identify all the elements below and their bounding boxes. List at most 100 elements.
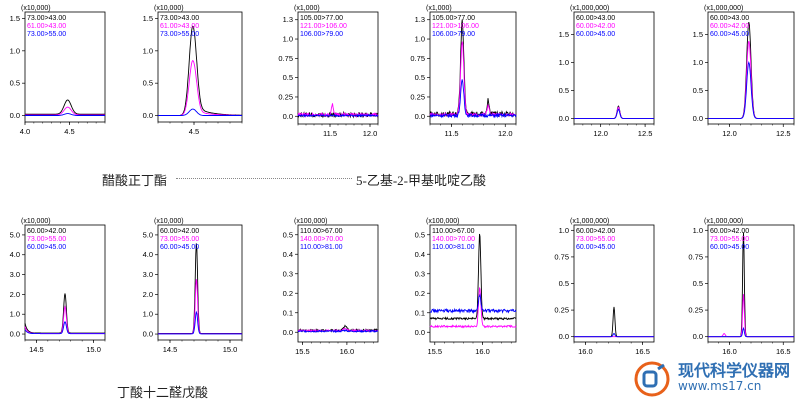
x-tick-label: 16.0 (475, 347, 490, 356)
y-tick-label: 3.0 (10, 270, 20, 279)
trace-blue (158, 108, 242, 116)
x-tick-label: 4.0 (20, 127, 30, 136)
trace-black (24, 293, 105, 334)
y-tick-label: 1.3 (415, 15, 425, 24)
legend-entry: 106.00>79.00 (300, 31, 343, 38)
trace-magenta (429, 41, 517, 118)
y-tick-label: 0.5 (415, 230, 425, 239)
trace-magenta (429, 286, 517, 329)
x-tick-label: 15.0 (223, 345, 238, 354)
axis-multiplier: (x1,000,000) (570, 218, 609, 225)
legend-entry: 60.00>45.00 (576, 244, 615, 251)
y-tick-label: 0.5 (415, 73, 425, 82)
axis-multiplier: (x10,000) (154, 218, 184, 225)
x-tick-label: 14.5 (163, 345, 178, 354)
trace-magenta (24, 305, 105, 334)
legend-entry: 73.00>55.00 (160, 236, 199, 243)
y-tick-label: 0.75 (410, 54, 425, 63)
legend-entry: 73.00>55.00 (576, 236, 615, 243)
trace-blue (708, 60, 794, 119)
y-tick-label: 0.25 (554, 306, 569, 315)
y-tick-label: 1.0 (283, 35, 293, 44)
x-tick-label: 16.5 (776, 347, 791, 356)
y-tick-label: 0.2 (283, 289, 293, 298)
y-tick-label: 0.25 (278, 92, 293, 101)
axis-multiplier: (x100,000) (294, 218, 327, 225)
legend-entry: 60.00>42.00 (710, 23, 749, 30)
legend-entry: 60.00>42.00 (160, 228, 199, 235)
y-tick-label: 4.0 (10, 250, 20, 259)
legend-entry: 121.00>106.00 (432, 23, 479, 30)
y-tick-label: 0.5 (693, 279, 703, 288)
axis-multiplier: (x10,000) (154, 5, 184, 12)
legend-entry: 60.00>42.00 (710, 228, 749, 235)
x-tick-label: 15.0 (86, 345, 101, 354)
plot-frame (24, 224, 106, 341)
trace-black (158, 243, 242, 334)
trace-black (574, 105, 654, 119)
trace-blue (429, 79, 517, 119)
x-tick-label: 16.0 (722, 347, 737, 356)
legend-entry: 73.00>55.00 (160, 31, 199, 38)
axis-multiplier: (x1,000) (426, 5, 452, 12)
legend-entry: 60.00>43.00 (576, 15, 615, 22)
y-tick-label: 0.75 (688, 252, 703, 261)
y-tick-label: 0.25 (410, 92, 425, 101)
y-tick-label: 0.0 (415, 328, 425, 337)
chromatogram-panel-1: (x10,000) 0.0 0.5 1.0 1.5 4.0 4.5 73.00>43.0061… (10, 5, 106, 136)
caption-ethyl-methylpyridine: 5-乙基-2-甲基吡啶乙酸 (356, 173, 486, 188)
trace-magenta (158, 279, 242, 335)
legend-entry: 60.00>45.00 (27, 244, 66, 251)
y-tick-label: 1.0 (559, 58, 569, 67)
y-tick-label: 0.0 (283, 112, 293, 121)
legend-entry: 60.00>42.00 (576, 23, 615, 30)
y-tick-label: 1.0 (693, 58, 703, 67)
chromatogram-panel-8: (x10,000) 0.0 1.0 2.0 3.0 4.0 5.0 14.5 15.0 60.00… (143, 218, 243, 354)
y-tick-label: 5.0 (10, 230, 20, 239)
legend-entry: 121.00>106.00 (300, 23, 347, 30)
x-tick-label: 11.5 (323, 129, 337, 138)
y-tick-label: 1.3 (283, 15, 293, 24)
y-tick-label: 1.5 (143, 14, 153, 23)
y-tick-label: 0.0 (693, 332, 703, 341)
axis-multiplier: (x100,000) (426, 218, 459, 225)
legend-entry: 140.00>70.00 (300, 236, 343, 243)
chromatogram-panel-11: (x1,000,000) 0.0 0.25 0.5 0.75 1.0 16.0 16.5 60.… (554, 218, 655, 356)
y-tick-label: 1.5 (693, 30, 703, 39)
caption-butyl-acetate: 醋酸正丁酯 (102, 173, 168, 188)
y-tick-label: 0.0 (143, 330, 153, 339)
legend-entry: 73.00>55.00 (27, 31, 66, 38)
trace-blue (158, 310, 242, 335)
y-tick-label: 0.2 (415, 289, 425, 298)
chromatogram-panel-10: (x100,000) 0.0 0.1 0.2 0.3 0.4 0.5 15.5 16.0 110.… (415, 218, 517, 356)
trace-blue (429, 293, 517, 315)
legend-entry: 106.00>79.00 (432, 31, 475, 38)
y-tick-label: 1.0 (143, 46, 153, 55)
legend-entry: 140.00>70.00 (432, 236, 475, 243)
chromatogram-panel-4: (x1,000) 0.0 0.25 0.5 0.75 1.0 1.3 11.5 12.0 105.… (410, 5, 517, 138)
chromatogram-panel-3: (x1,000) 0.0 0.25 0.5 0.75 1.0 1.3 11.5 12.0 105.… (278, 5, 379, 138)
y-tick-label: 1.0 (559, 226, 569, 235)
trace-blue (708, 326, 794, 338)
caption-butyric-dodecanal: 丁酸十二醛戊酸 (117, 385, 209, 400)
legend-entry: 60.00>45.00 (160, 244, 199, 251)
chromatogram-panel-12: (x1,000,000) 0.0 0.25 0.5 0.75 1.0 16.0 16.5 60.… (688, 218, 795, 356)
x-tick-label: 11.5 (444, 129, 458, 138)
x-tick-label: 16.5 (635, 347, 650, 356)
y-tick-label: 0.0 (10, 111, 20, 120)
x-tick-label: 12.0 (363, 129, 378, 138)
axis-multiplier: (x1,000,000) (704, 5, 743, 12)
y-tick-label: 0.0 (283, 328, 293, 337)
watermark-url: www.ms17.cn (678, 379, 762, 393)
y-tick-label: 0.3 (283, 269, 293, 278)
plot-frame (24, 11, 106, 123)
legend-entry: 105.00>77.00 (432, 15, 475, 22)
trace-magenta (25, 106, 105, 116)
y-tick-label: 5.0 (143, 230, 153, 239)
legend-entry: 73.00>55.00 (27, 236, 66, 243)
y-tick-label: 1.0 (10, 310, 20, 319)
plot-frame (157, 11, 243, 123)
legend-entry: 110.00>67.00 (432, 228, 475, 235)
y-tick-label: 0.5 (143, 79, 153, 88)
y-tick-label: 0.5 (283, 73, 293, 82)
